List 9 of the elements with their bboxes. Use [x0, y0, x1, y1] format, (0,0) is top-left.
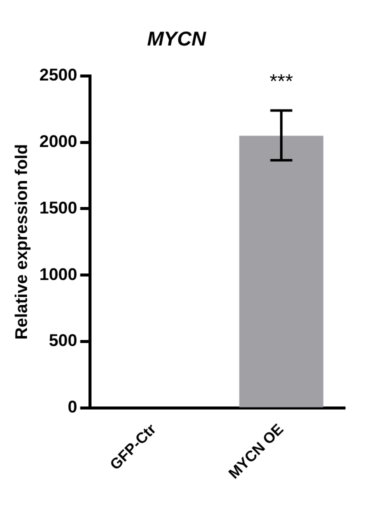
- y-tick-label: 500: [48, 331, 78, 350]
- annotation: ***: [270, 71, 294, 94]
- y-tick-label: 1500: [39, 198, 78, 218]
- y-tick-label: 1000: [39, 264, 78, 284]
- y-axis-title: Relative expression fold: [12, 144, 31, 340]
- y-tick-label: 2500: [39, 66, 78, 85]
- y-tick-label: 0: [68, 397, 78, 416]
- y-tick-label: 2000: [39, 132, 78, 152]
- chart-title: MYCN: [147, 28, 206, 51]
